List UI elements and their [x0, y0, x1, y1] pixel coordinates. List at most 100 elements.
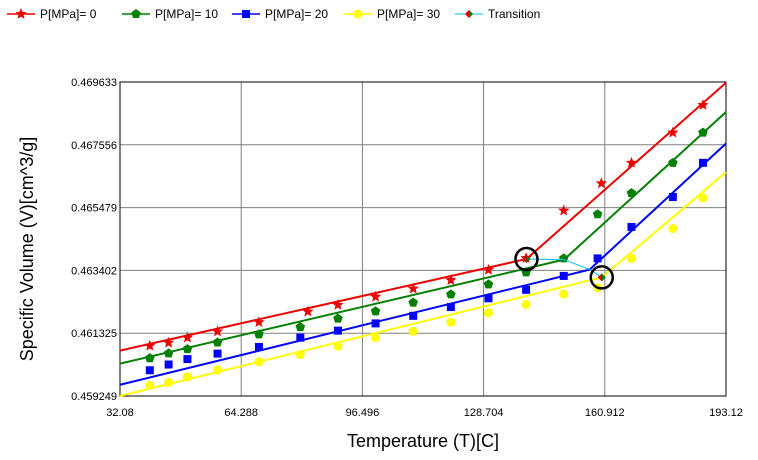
legend-marker — [465, 10, 473, 18]
data-point — [211, 325, 224, 337]
data-point — [668, 157, 678, 167]
y-tick-label: 0.463402 — [71, 265, 117, 277]
data-point — [162, 336, 175, 348]
data-point — [164, 360, 173, 369]
data-point — [667, 126, 679, 138]
data-point — [697, 99, 709, 110]
data-point — [295, 322, 306, 332]
data-point — [371, 333, 381, 343]
plot-frame — [119, 81, 727, 397]
x-tick-label: 193.12 — [709, 407, 743, 419]
y-tick-label: 0.469633 — [71, 77, 117, 89]
data-point — [212, 337, 223, 347]
data-point — [407, 282, 419, 294]
data-point — [408, 297, 418, 307]
data-point — [333, 341, 343, 351]
legend-item: P[MPa]= 0 — [7, 7, 97, 21]
data-point — [521, 299, 531, 309]
data-point — [482, 263, 495, 275]
data-point — [254, 329, 264, 339]
data-point — [332, 298, 344, 310]
data-point — [370, 306, 381, 316]
data-point — [409, 311, 418, 320]
data-point — [668, 192, 677, 201]
data-point — [295, 350, 305, 360]
data-point — [522, 254, 531, 263]
data-point — [559, 271, 568, 280]
y-tick-label: 0.459249 — [71, 391, 117, 403]
data-point — [698, 127, 708, 137]
data-point — [254, 342, 263, 351]
data-point — [522, 285, 531, 294]
legend: P[MPa]= 0 P[MPa]= 10 P[MPa]= 20 P[MPa]= 30 T… — [7, 7, 540, 21]
data-point — [183, 355, 192, 364]
data-point — [698, 158, 707, 167]
data-point — [296, 333, 305, 342]
data-point — [164, 377, 174, 387]
legend-item: P[MPa]= 30 — [344, 7, 440, 21]
data-point — [668, 223, 678, 233]
data-point — [145, 353, 155, 363]
data-point — [213, 365, 223, 375]
data-point — [626, 188, 637, 198]
data-point — [253, 316, 265, 328]
diamond-marker-right — [526, 254, 531, 263]
series-layer — [119, 81, 727, 397]
legend-label: P[MPa]= 0 — [40, 7, 97, 21]
y-tick-label: 0.467556 — [71, 140, 117, 152]
data-point — [144, 339, 156, 351]
data-point — [558, 204, 570, 216]
data-point — [181, 331, 194, 343]
legend-label: P[MPa]= 10 — [155, 7, 218, 21]
highlight-circle — [514, 246, 539, 272]
x-tick-label: 128.704 — [464, 407, 504, 419]
legend-item: Transition — [455, 7, 540, 21]
data-point — [597, 273, 606, 282]
data-point — [446, 317, 456, 327]
legend-marker — [242, 10, 250, 18]
legend-marker — [131, 9, 141, 19]
x-tick-label: 160.912 — [585, 407, 625, 419]
series-line — [119, 142, 727, 386]
legend-marker — [15, 8, 27, 19]
x-tick-label: 32.08 — [106, 407, 134, 419]
data-point — [595, 177, 608, 189]
data-point — [593, 254, 602, 263]
data-point — [369, 290, 382, 302]
data-point — [559, 289, 569, 299]
data-point — [182, 344, 193, 354]
data-point — [182, 372, 192, 382]
y-tick-label: 0.465479 — [71, 203, 117, 215]
data-point — [145, 366, 154, 375]
legend-label: P[MPa]= 20 — [265, 7, 328, 21]
data-point — [213, 349, 222, 358]
data-point — [302, 305, 314, 317]
data-point — [592, 209, 603, 219]
tick-layer: 32.08 64.288 96.496 128.704 160.912 193.12 0.4… — [71, 77, 743, 419]
diamond-marker-right — [601, 273, 606, 282]
data-point — [445, 274, 457, 286]
legend-label: P[MPa]= 30 — [377, 7, 440, 21]
x-tick-label: 64.288 — [224, 407, 258, 419]
data-point — [626, 253, 636, 263]
data-point — [145, 380, 155, 390]
data-point — [371, 319, 380, 328]
data-point — [408, 326, 418, 336]
series-line — [526, 258, 603, 278]
y-tick-label: 0.461325 — [71, 328, 117, 340]
data-point — [254, 357, 264, 367]
grid — [120, 82, 726, 396]
data-point — [625, 156, 638, 168]
data-point — [483, 308, 493, 318]
data-point — [163, 348, 174, 358]
series-p-mpa-20 — [119, 142, 727, 386]
x-tick-label: 96.496 — [346, 407, 380, 419]
series-line — [119, 111, 727, 365]
highlight-circle — [589, 265, 614, 290]
data-point — [484, 294, 493, 303]
y-axis-title: Specific Volume (V)[cm^3/g] — [17, 137, 37, 362]
legend-item: P[MPa]= 10 — [122, 7, 218, 21]
x-axis-title: Temperature (T)[C] — [347, 431, 499, 451]
data-point — [627, 222, 636, 231]
